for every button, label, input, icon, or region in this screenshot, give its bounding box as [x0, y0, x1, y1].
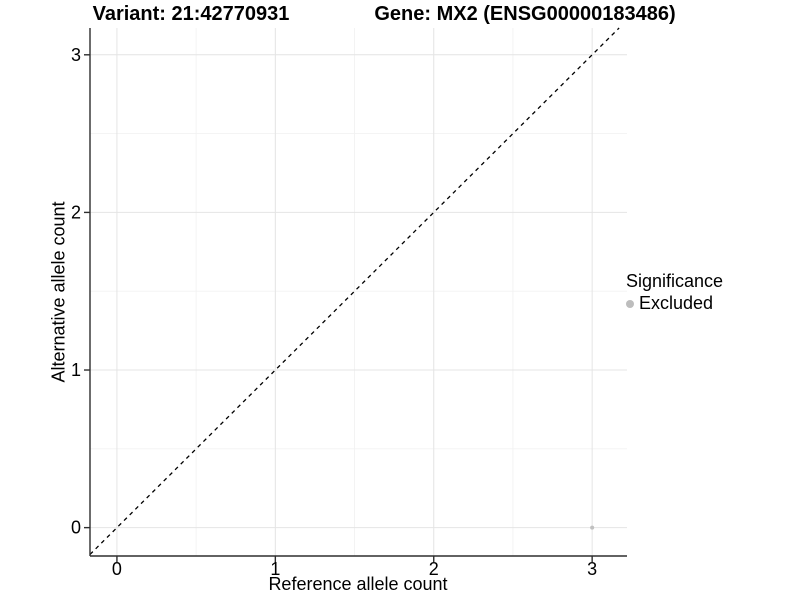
gridlines-major [90, 28, 627, 556]
axis-ticks [84, 54, 593, 562]
gene-title: Gene: MX2 (ENSG00000183486) [374, 3, 676, 25]
gridlines-minor [90, 28, 627, 556]
y-tick-label: 0 [71, 518, 81, 538]
legend-item-label: Excluded [639, 293, 714, 313]
x-tick-label: 2 [429, 559, 439, 579]
x-tick-label: 1 [270, 559, 280, 579]
variant-title: Variant: 21:42770931 [92, 3, 290, 25]
data-point [590, 525, 595, 530]
data-points [590, 525, 595, 530]
y-tick-label: 2 [71, 202, 81, 222]
y-tick-label: 3 [71, 45, 81, 65]
y-tick-label: 1 [71, 360, 81, 380]
x-axis-title: Reference allele count [268, 574, 448, 594]
legend: Significance Excluded [626, 271, 723, 314]
x-tick-label: 3 [587, 559, 597, 579]
x-tick-label: 0 [112, 559, 122, 579]
axis-tick-labels: 0 1 2 3 0 1 2 3 [71, 45, 597, 579]
y-axis-title: Alternative allele count [48, 201, 69, 383]
legend-item-excluded: Excluded [626, 293, 723, 314]
legend-point-icon [626, 299, 634, 308]
legend-title: Significance [626, 271, 724, 291]
